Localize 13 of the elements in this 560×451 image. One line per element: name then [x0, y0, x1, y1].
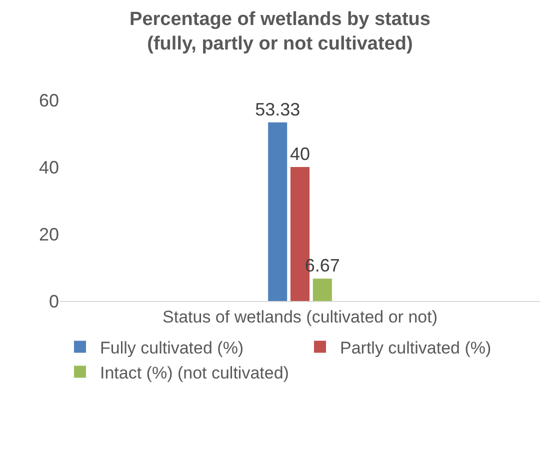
chart-title: Percentage of wetlands by status (fully, partly or not cultivated) [130, 8, 430, 55]
bar [312, 278, 332, 301]
bar [268, 122, 288, 301]
y-tick-label: 0 [48, 291, 59, 312]
data-label: 40 [290, 144, 310, 164]
y-tick-label: 60 [38, 90, 59, 110]
legend-label: Intact (%) (not cultivated) [100, 363, 289, 382]
legend-label: Partly cultivated (%) [340, 338, 492, 358]
legend-label: Fully cultivated (%) [100, 338, 244, 358]
y-tick-label: 20 [38, 224, 59, 244]
x-tick-label: Status of wetlands (cultivated or not) [162, 307, 438, 326]
y-tick-label: 40 [38, 157, 59, 178]
data-label: 53.33 [255, 99, 300, 120]
